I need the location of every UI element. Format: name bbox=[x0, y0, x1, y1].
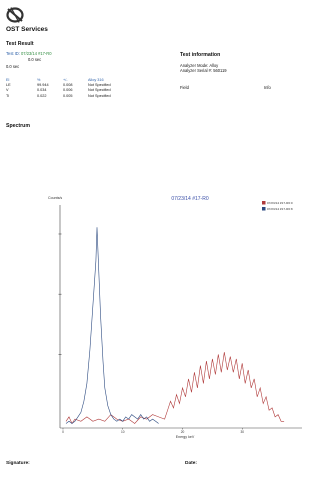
info-label: Info bbox=[264, 85, 271, 90]
test-duration-2: 0.0 sec bbox=[6, 64, 20, 69]
chart-series-line bbox=[65, 227, 159, 424]
chart-series-line bbox=[65, 352, 285, 425]
table-header-percent: % bbox=[37, 78, 41, 82]
legend-swatch bbox=[262, 201, 266, 205]
table-cell: 0.005 bbox=[63, 93, 73, 98]
table-cell: 0.022 bbox=[37, 93, 47, 98]
table-cell: 0.034 bbox=[37, 88, 47, 93]
table-cell: Not Specified bbox=[88, 93, 111, 98]
signature-label: Signature: bbox=[6, 461, 30, 466]
analyzer-mode: Analyzer Mode: Alloy bbox=[180, 63, 219, 68]
table-cell: Ti bbox=[6, 93, 10, 98]
table-cell: 99.944 bbox=[37, 83, 49, 88]
table-cell: 0.008 bbox=[63, 83, 73, 88]
chart-x-tick-label: 20 bbox=[181, 430, 185, 434]
test-id-value: 07/23/14 #17-R0 bbox=[21, 51, 52, 56]
analyzer-serial: Analyzer Serial #: 560119 bbox=[180, 68, 227, 73]
table-cell: Not Specified bbox=[88, 88, 111, 93]
table-col-element: El LE V Ti bbox=[6, 78, 11, 99]
table-header-alloy: Alloy 316 bbox=[88, 78, 104, 82]
table-cell: Not Specified bbox=[88, 83, 111, 88]
legend-entry-label: 07/23/14 #17-R0:8 bbox=[267, 207, 293, 211]
legend-entry-label: 07/23/14 #17-R0:0 bbox=[267, 201, 293, 205]
chart-x-tick-label: 0 bbox=[62, 430, 64, 434]
test-id-row: Test ID: 07/23/14 #17-R0 bbox=[6, 51, 52, 56]
chart-x-axis-label: Energy keV bbox=[176, 435, 195, 439]
test-information-heading: Test information bbox=[180, 52, 221, 58]
table-header-error: +/- bbox=[63, 78, 68, 82]
test-duration-1: 0.0 sec bbox=[28, 56, 42, 62]
chart-y-axis-label: Counts/s bbox=[48, 196, 62, 200]
table-col-percent: % 99.944 0.034 0.022 bbox=[37, 78, 49, 99]
test-id-label: Test ID: bbox=[6, 51, 20, 56]
table-col-error: +/- 0.008 0.006 0.005 bbox=[63, 78, 73, 99]
table-col-spec: Alloy 316 Not Specified Not Specified No… bbox=[88, 78, 111, 99]
ost-logo-icon bbox=[6, 7, 24, 23]
field-label: Field bbox=[180, 85, 189, 90]
chart-x-tick-label: 10 bbox=[121, 430, 125, 434]
table-cell: LE bbox=[6, 83, 11, 88]
chart-title: 07/23/14 #17-R0 bbox=[171, 196, 208, 202]
table-cell: 0.006 bbox=[63, 88, 73, 93]
test-result-heading: Test Result bbox=[6, 41, 34, 47]
legend-swatch bbox=[262, 207, 266, 211]
table-cell: V bbox=[6, 88, 9, 93]
table-header-el: El bbox=[6, 78, 10, 82]
date-label: Date: bbox=[185, 461, 197, 466]
spectrum-heading: Spectrum bbox=[6, 123, 30, 129]
company-name: OST Services bbox=[6, 26, 48, 33]
chart-x-tick-label: 30 bbox=[240, 430, 244, 434]
